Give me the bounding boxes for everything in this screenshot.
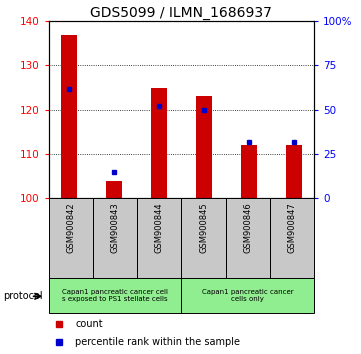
Text: Capan1 pancreatic cancer
cells only: Capan1 pancreatic cancer cells only xyxy=(202,289,293,302)
Bar xyxy=(49,198,93,278)
Text: protocol: protocol xyxy=(4,291,43,301)
Bar xyxy=(93,198,137,278)
Text: GSM900846: GSM900846 xyxy=(243,202,252,253)
Bar xyxy=(286,145,302,198)
Text: GSM900845: GSM900845 xyxy=(199,202,208,253)
Bar xyxy=(226,198,270,278)
Text: count: count xyxy=(75,319,103,329)
Title: GDS5099 / ILMN_1686937: GDS5099 / ILMN_1686937 xyxy=(91,6,272,20)
Bar xyxy=(49,278,181,313)
Bar xyxy=(61,34,77,198)
Bar xyxy=(270,198,314,278)
Text: GSM900843: GSM900843 xyxy=(110,202,119,253)
Bar xyxy=(181,278,314,313)
Bar xyxy=(151,88,167,198)
Text: GSM900844: GSM900844 xyxy=(155,202,164,253)
Bar xyxy=(181,198,226,278)
Text: GSM900842: GSM900842 xyxy=(66,202,75,253)
Bar xyxy=(196,97,212,198)
Bar xyxy=(241,145,257,198)
Bar xyxy=(137,198,182,278)
Text: percentile rank within the sample: percentile rank within the sample xyxy=(75,337,240,347)
Text: GSM900847: GSM900847 xyxy=(287,202,296,253)
Text: Capan1 pancreatic cancer cell
s exposed to PS1 stellate cells: Capan1 pancreatic cancer cell s exposed … xyxy=(62,289,168,302)
Bar xyxy=(106,181,122,198)
